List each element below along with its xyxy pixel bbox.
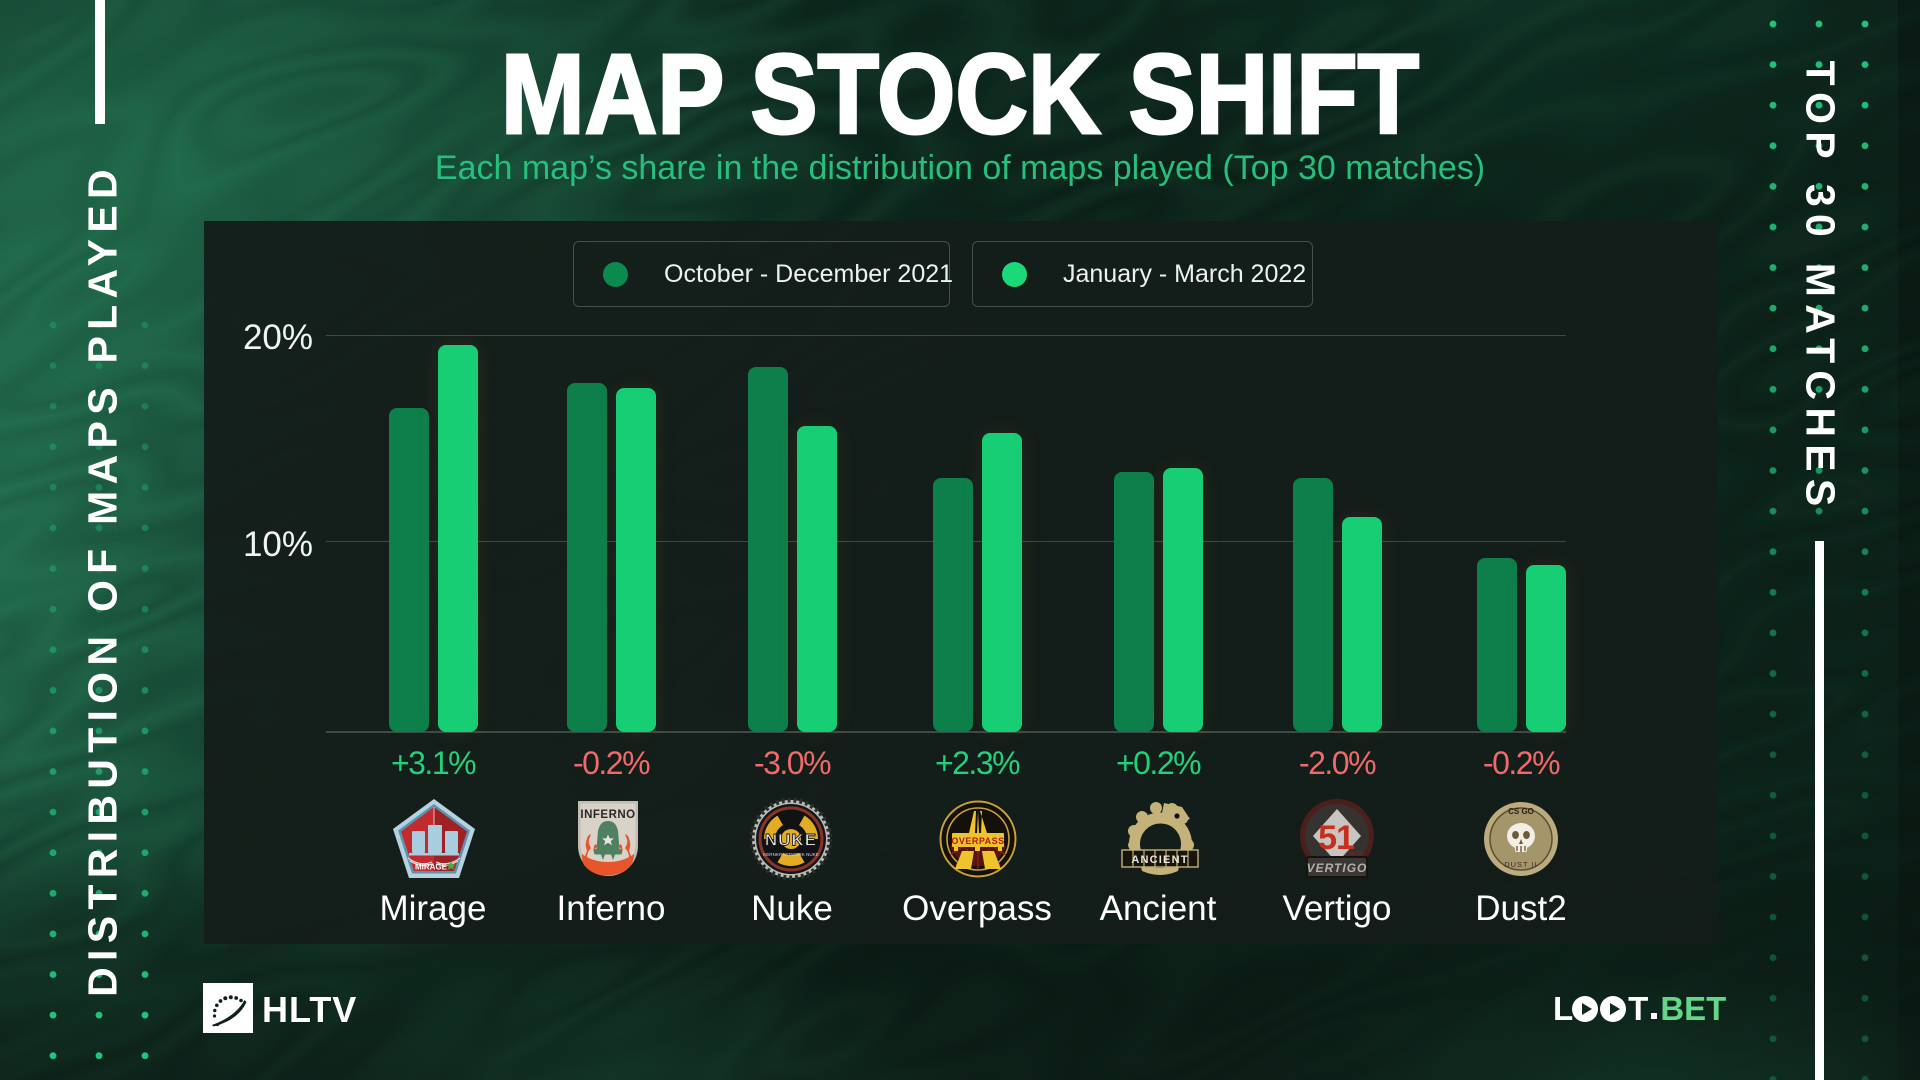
svg-text:51: 51 [1318,819,1354,857]
svg-text:CS GO: CS GO [1349,851,1364,856]
svg-text:VERTIGO: VERTIGO [1307,861,1368,875]
svg-text:MIRAGE: MIRAGE [415,863,448,872]
svg-text:OVERPASS: OVERPASS [951,836,1004,846]
svg-text:NUKE: NUKE [765,831,817,850]
svg-text:ANCIENT: ANCIENT [1131,854,1188,866]
svg-text:CS GO: CS GO [1508,807,1534,816]
svg-text:INFERNO: INFERNO [580,809,635,821]
svg-text:KERNKRAFTWERK NUKE: KERNKRAFTWERK NUKE [763,852,819,857]
svg-text:DUST II: DUST II [1504,860,1538,869]
